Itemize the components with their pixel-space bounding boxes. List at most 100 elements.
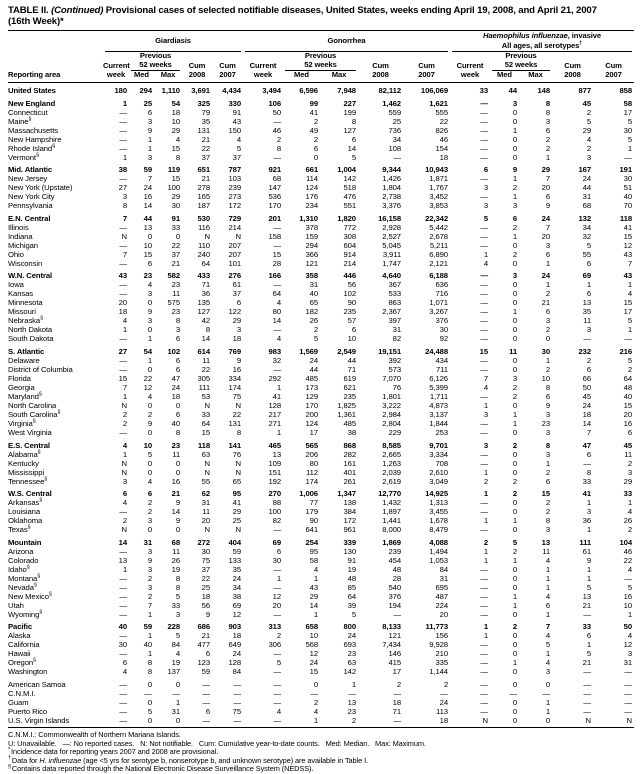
value-cell: 19	[171, 658, 180, 668]
value-cell: 1	[483, 622, 488, 632]
value-cell: 3	[147, 564, 152, 574]
value-cell: 135	[197, 298, 210, 308]
value-cell: —	[583, 679, 591, 689]
value-cell: 18	[392, 697, 401, 707]
value-cell: 4	[236, 134, 241, 144]
value-cell: 148	[537, 86, 550, 95]
value-cell: 22	[171, 240, 180, 250]
value-cell: 90	[347, 298, 356, 308]
value-cell: —	[583, 458, 591, 468]
col-header-52weeks: 52 weeks	[131, 60, 180, 71]
value-cell: 33	[582, 622, 591, 632]
value-cell: 61	[232, 280, 241, 290]
footnotes: C.N.M.I.: Commonwealth of Northern Maria…	[8, 728, 634, 774]
value-cell: 2,549	[337, 346, 356, 356]
value-cell: 35	[232, 564, 241, 574]
value-cell: 24	[232, 573, 241, 583]
value-cell: —	[273, 697, 281, 707]
value-cell: 2	[122, 409, 127, 419]
nedss-footnote-marker: §	[35, 152, 39, 159]
value-cell: —	[119, 258, 127, 268]
value-cell: 2	[443, 679, 448, 689]
value-cell: 20	[623, 409, 632, 419]
value-cell: —	[119, 507, 127, 517]
value-cell: 0	[147, 325, 152, 335]
value-cell: 4	[147, 391, 152, 401]
value-cell: 392	[388, 355, 401, 365]
value-cell: 1	[512, 555, 517, 565]
value-cell: —	[480, 609, 488, 619]
value-cell: —	[480, 498, 488, 508]
value-cell: 0	[512, 679, 517, 689]
value-cell: 210	[435, 649, 448, 659]
value-cell: 46	[623, 546, 632, 556]
value-cell: 9,701	[429, 440, 448, 450]
value-cell: 100	[268, 507, 281, 517]
value-cell: 1,747	[382, 258, 401, 268]
value-cell: 30	[171, 201, 180, 211]
value-cell: 207	[228, 249, 241, 259]
table-row: Vermont§ 1 3 8 37 37 — 0 5 — 18 — 0 1 3 —	[8, 152, 634, 161]
nedss-footnote-marker: §	[38, 391, 42, 398]
value-cell: 9	[147, 555, 152, 565]
value-cell: 12,770	[378, 489, 401, 499]
value-cell: 695	[435, 582, 448, 592]
value-cell: 3	[483, 183, 488, 193]
value-cell: 20	[118, 298, 127, 308]
value-cell: 24	[439, 697, 448, 707]
value-cell: 6	[586, 289, 591, 299]
value-cell: —	[348, 688, 356, 698]
value-cell: 64	[201, 258, 210, 268]
table-row: Maine§ —3 10 35 43—2 8 25 22—0 3 5 5	[8, 116, 634, 125]
value-cell: —	[119, 240, 127, 250]
value-cell: 540	[388, 582, 401, 592]
value-cell: 3,049	[429, 476, 448, 486]
value-cell: 621	[343, 382, 356, 392]
value-cell: —	[480, 418, 488, 428]
value-cell: 56	[201, 600, 210, 610]
col-header-cum: Cum	[372, 61, 389, 70]
value-cell: 9	[512, 165, 517, 175]
value-cell: —	[480, 307, 488, 317]
value-cell: 10	[143, 240, 152, 250]
value-cell: 1	[483, 516, 488, 526]
value-cell: 90	[309, 516, 318, 526]
reporting-area-name: Hawaii	[8, 649, 31, 659]
value-cell: 24	[309, 658, 318, 668]
value-cell: 95	[309, 546, 318, 556]
table-row: Iowa — 4 23 71 61 — 31 56 367 636 — 0 1 1 1	[8, 280, 634, 289]
value-cell: —	[202, 679, 210, 689]
table-title: TABLE II. (Continued) Provisional cases …	[8, 5, 634, 16]
value-cell: 1,897	[382, 507, 401, 517]
value-cell: 0	[512, 240, 517, 250]
value-cell: —	[119, 143, 127, 153]
table-row: Massachusetts — 9 29 131 150 46 49 127 736 826 — 1 6 2…	[8, 126, 634, 135]
value-cell: 270	[268, 489, 281, 499]
table-row: Delaware — 1 6 11 9 32 24 44 392 434 — 0 1 2 5	[8, 356, 634, 365]
value-cell: 8	[175, 573, 180, 583]
value-cell: 4	[545, 631, 550, 641]
value-cell: 235	[343, 391, 356, 401]
col-header-week: week	[106, 70, 126, 80]
value-cell: 9	[175, 498, 180, 508]
value-cell: 2	[545, 364, 550, 374]
col-header-cum: Cum	[605, 61, 622, 70]
value-cell: 376	[435, 316, 448, 326]
value-cell: 13	[347, 697, 356, 707]
value-cell: 5	[627, 316, 632, 326]
value-cell: 686	[197, 622, 210, 632]
value-cell: 51	[623, 183, 632, 193]
value-cell: 172	[343, 516, 356, 526]
value-cell: 6	[147, 107, 152, 117]
value-cell: 0	[147, 298, 152, 308]
value-cell: 3	[147, 582, 152, 592]
value-cell: 9	[147, 307, 152, 317]
reporting-area-name: Arkansas§	[8, 497, 43, 508]
value-cell: 397	[388, 316, 401, 326]
value-cell: 22	[143, 373, 152, 383]
value-cell: 129	[305, 391, 318, 401]
table-row: Nebraska§ 4 3 8 42 29 14 26 57 397 376 — 0 3 11 5	[8, 316, 634, 325]
table-row: Idaho§ 1 3 19 37 35 — 4 19 48 84 — 0 1 1 4	[8, 564, 634, 574]
value-cell: —	[273, 280, 281, 290]
nedss-footnote-marker: §	[40, 315, 44, 322]
